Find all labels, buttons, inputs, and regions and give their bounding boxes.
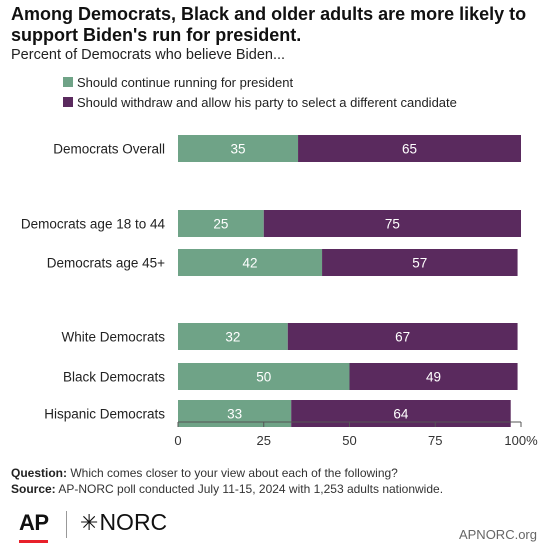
bar-withdraw	[298, 135, 521, 162]
source-text: AP-NORC poll conducted July 11-15, 2024 …	[58, 482, 444, 496]
category-label: White Democrats	[61, 330, 165, 345]
source-note: Source: AP-NORC poll conducted July 11-1…	[11, 481, 443, 497]
ap-logo: AP	[19, 510, 49, 535]
value-label-withdraw: 49	[426, 370, 441, 385]
bar-continue	[178, 135, 299, 162]
value-label-withdraw: 75	[385, 217, 400, 232]
x-tick-label: 25	[257, 433, 271, 448]
bar-withdraw	[349, 363, 518, 390]
legend-swatch-continue	[63, 77, 73, 87]
question-note: Question: Which comes closer to your vie…	[11, 465, 443, 481]
value-label-continue: 42	[243, 256, 258, 271]
value-label-withdraw: 65	[402, 142, 417, 157]
legend-item-continue: Should continue running for president	[63, 72, 457, 92]
site-url: APNORC.org	[458, 527, 537, 542]
bar-withdraw	[322, 249, 518, 276]
bar-continue	[178, 323, 288, 350]
value-label-withdraw: 67	[395, 330, 410, 345]
chart-title: Among Democrats, Black and older adults …	[11, 4, 527, 45]
value-label-continue: 33	[227, 407, 242, 422]
category-label: Black Democrats	[63, 370, 165, 385]
legend-item-withdraw: Should withdraw and allow his party to s…	[63, 92, 457, 112]
value-label-withdraw: 57	[412, 256, 427, 271]
question-label: Question:	[11, 466, 67, 480]
category-label: Democrats Overall	[53, 142, 165, 157]
bar-continue	[178, 210, 264, 237]
category-label: Democrats age 45+	[47, 256, 165, 271]
legend-label-continue: Should continue running for president	[77, 74, 294, 90]
chart-subtitle: Percent of Democrats who believe Biden..…	[11, 47, 286, 63]
x-tick-label: 50	[342, 433, 356, 448]
legend-swatch-withdraw	[63, 97, 73, 107]
value-label-withdraw: 64	[393, 407, 409, 422]
legend-label-withdraw: Should withdraw and allow his party to s…	[77, 94, 457, 110]
x-tick-label: 100%	[504, 433, 538, 448]
stacked-bar-chart: Democrats Overall 35 65 Democrats age 18 to…	[21, 135, 538, 448]
logo-divider	[66, 511, 67, 538]
x-tick-label: 75	[428, 433, 442, 448]
bar-withdraw	[287, 323, 518, 350]
value-label-continue: 35	[231, 142, 246, 157]
category-label: Democrats age 18 to 44	[21, 217, 166, 232]
bar-withdraw	[263, 210, 521, 237]
x-tick-label: 0	[174, 433, 181, 448]
norc-logo-text: NORC	[99, 509, 168, 535]
bar-continue	[178, 249, 323, 276]
norc-logo: ✳ NORC	[80, 509, 167, 536]
source-label: Source:	[11, 482, 56, 496]
value-label-continue: 50	[256, 370, 271, 385]
value-label-continue: 32	[225, 330, 240, 345]
ap-logo-underline	[19, 540, 48, 543]
legend: Should continue running for president Sh…	[63, 72, 457, 112]
category-label: Hispanic Democrats	[44, 407, 165, 422]
norc-star-icon: ✳	[80, 509, 99, 535]
value-label-continue: 25	[213, 217, 228, 232]
question-text: Which comes closer to your view about ea…	[70, 466, 398, 480]
chart-notes: Question: Which comes closer to your vie…	[11, 465, 443, 497]
bar-continue	[178, 363, 350, 390]
